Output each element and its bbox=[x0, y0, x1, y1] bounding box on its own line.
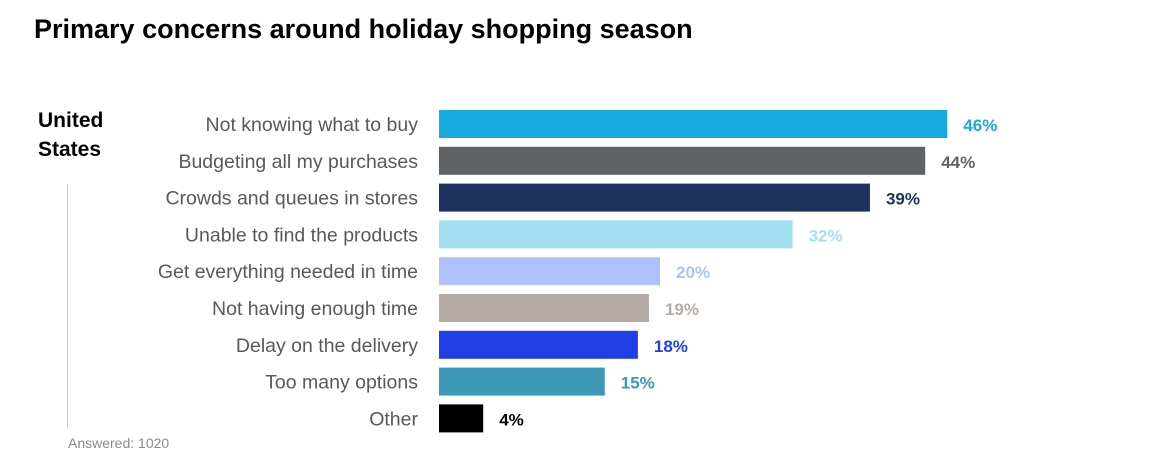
value-label: 32% bbox=[809, 226, 843, 245]
bar bbox=[439, 257, 660, 286]
category-label: Other bbox=[369, 408, 418, 430]
category-label: Delay on the delivery bbox=[236, 335, 418, 357]
bar bbox=[439, 330, 638, 359]
bar bbox=[439, 110, 948, 138]
region-label: United States bbox=[38, 109, 104, 161]
chart-title: Primary concerns around holiday shopping… bbox=[34, 14, 693, 44]
bar bbox=[439, 294, 649, 322]
category-label: Too many options bbox=[265, 372, 418, 394]
region-divider bbox=[67, 184, 68, 428]
footnote: Answered: 1020 bbox=[68, 435, 170, 451]
value-label: 20% bbox=[676, 263, 710, 282]
category-label: Not knowing what to buy bbox=[206, 114, 419, 136]
bar bbox=[439, 367, 605, 396]
value-label: 44% bbox=[941, 153, 975, 172]
value-label: 46% bbox=[963, 116, 997, 135]
value-label: 15% bbox=[621, 374, 655, 393]
value-label: 18% bbox=[654, 337, 688, 356]
category-label: Crowds and queues in stores bbox=[165, 188, 418, 210]
value-label: 4% bbox=[499, 410, 524, 429]
value-label: 19% bbox=[665, 300, 699, 319]
value-label: 39% bbox=[886, 190, 920, 209]
bar bbox=[439, 146, 926, 175]
bar bbox=[439, 404, 484, 433]
bar bbox=[439, 220, 793, 249]
category-label: Unable to find the products bbox=[185, 224, 418, 246]
category-label: Not having enough time bbox=[212, 298, 418, 320]
bar bbox=[439, 183, 870, 212]
category-label: Get everything needed in time bbox=[158, 261, 418, 283]
category-label: Budgeting all my purchases bbox=[178, 151, 418, 173]
